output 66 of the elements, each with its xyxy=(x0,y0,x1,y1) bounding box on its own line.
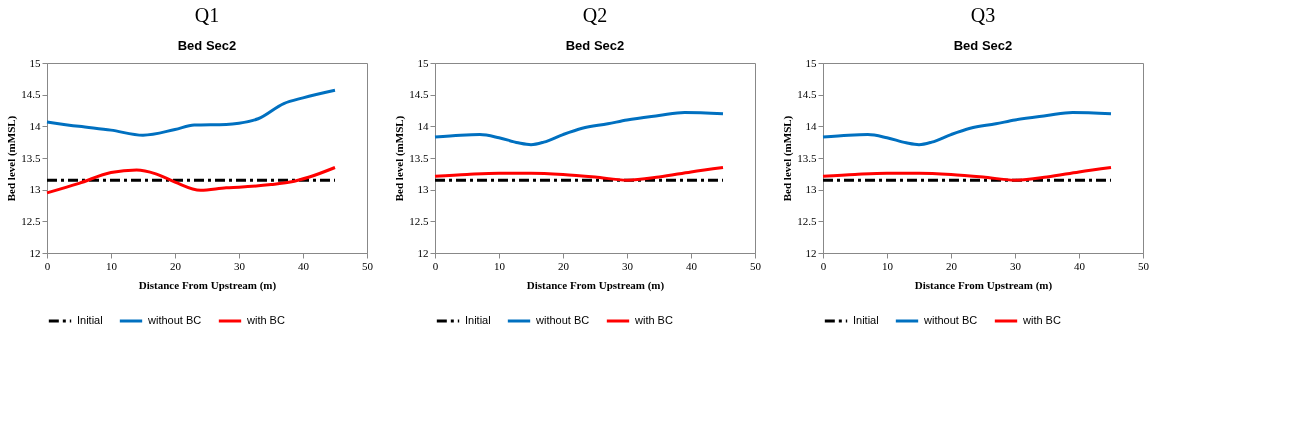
y-tick-label: 13 xyxy=(29,183,41,196)
x-tick-label: 10 xyxy=(494,259,506,272)
y-tick-label: 12.5 xyxy=(797,214,817,227)
y-tick-label: 13.5 xyxy=(21,151,41,164)
legend-label: without BC xyxy=(923,314,978,326)
legend-label: with BC xyxy=(634,314,673,326)
line-series xyxy=(821,166,1113,182)
y-tick-label: 12 xyxy=(805,246,817,259)
x-axis-title: Distance From Upstream (m) xyxy=(914,278,1053,292)
y-axis-title: Bed level (mMSL) xyxy=(393,115,407,202)
x-tick-label: 50 xyxy=(362,259,374,272)
y-axis-title: Bed level (mMSL) xyxy=(5,115,19,202)
y-tick-label: 13 xyxy=(417,183,429,196)
y-tick-label: 13.5 xyxy=(409,151,429,164)
y-tick-label: 13 xyxy=(805,183,817,196)
x-tick-label: 10 xyxy=(106,259,118,272)
x-axis-title: Distance From Upstream (m) xyxy=(526,278,665,292)
x-tick-label: 0 xyxy=(820,259,827,272)
line-series xyxy=(45,88,337,137)
y-tick-label: 14 xyxy=(417,119,429,132)
x-tick-label: 30 xyxy=(622,259,634,272)
chart-subtitle: Bed Sec2 xyxy=(953,38,1013,53)
x-tick-label: 40 xyxy=(298,259,310,272)
x-tick-label: 10 xyxy=(882,259,894,272)
x-tick-label: 20 xyxy=(558,259,570,272)
line-series xyxy=(433,166,725,182)
y-tick-label: 15 xyxy=(805,56,817,69)
y-tick-label: 14 xyxy=(29,119,41,132)
line-series xyxy=(45,166,337,195)
y-tick-label: 12.5 xyxy=(21,214,41,227)
x-tick-label: 30 xyxy=(1010,259,1022,272)
legend-label: without BC xyxy=(147,314,202,326)
x-tick-label: 30 xyxy=(234,259,246,272)
x-axis-title: Distance From Upstream (m) xyxy=(138,278,277,292)
y-tick-label: 13.5 xyxy=(797,151,817,164)
y-tick-label: 12 xyxy=(417,246,429,259)
x-tick-label: 0 xyxy=(432,259,439,272)
chart-title: Q3 xyxy=(970,4,996,26)
legend-label: with BC xyxy=(246,314,285,326)
chart-subtitle: Bed Sec2 xyxy=(565,38,625,53)
legend-label: Initial xyxy=(853,314,879,326)
y-tick-label: 12.5 xyxy=(409,214,429,227)
x-tick-label: 20 xyxy=(170,259,182,272)
y-tick-label: 14 xyxy=(805,119,817,132)
y-tick-label: 15 xyxy=(29,56,41,69)
line-series xyxy=(821,110,1113,147)
x-tick-label: 40 xyxy=(1074,259,1086,272)
line-series xyxy=(433,110,725,147)
x-tick-label: 50 xyxy=(750,259,762,272)
chart-title: Q1 xyxy=(194,4,220,26)
legend-label: without BC xyxy=(535,314,590,326)
legend-label: Initial xyxy=(465,314,491,326)
chart-subtitle: Bed Sec2 xyxy=(177,38,237,53)
x-tick-label: 40 xyxy=(686,259,698,272)
y-tick-label: 15 xyxy=(417,56,429,69)
y-tick-label: 12 xyxy=(29,246,41,259)
legend-label: with BC xyxy=(1022,314,1061,326)
y-tick-label: 14.5 xyxy=(21,88,41,101)
x-tick-label: 0 xyxy=(44,259,51,272)
chart-title: Q2 xyxy=(582,4,608,26)
y-tick-label: 14.5 xyxy=(409,88,429,101)
x-tick-label: 20 xyxy=(946,259,958,272)
y-axis-title: Bed level (mMSL) xyxy=(781,115,795,202)
x-tick-label: 50 xyxy=(1138,259,1150,272)
legend-label: Initial xyxy=(77,314,103,326)
y-tick-label: 14.5 xyxy=(797,88,817,101)
